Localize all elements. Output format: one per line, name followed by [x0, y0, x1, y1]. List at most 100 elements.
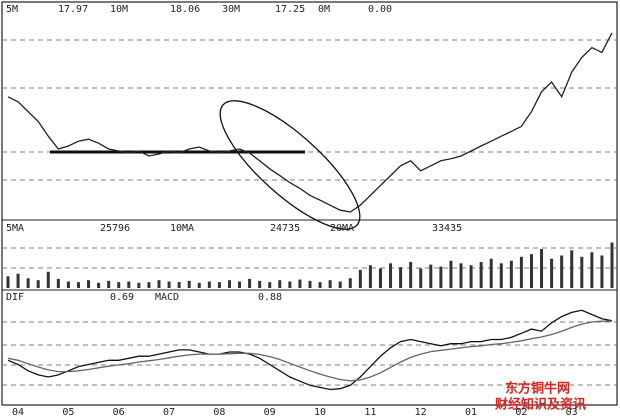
legend-name: MACD [155, 292, 179, 303]
frame [1, 1, 618, 406]
legend-value: 0.69 [110, 292, 134, 303]
x-tick-label: 02 [515, 407, 527, 418]
x-tick-label: 11 [364, 407, 376, 418]
legend-value: 17.97 [58, 4, 88, 15]
volume-bar [16, 273, 20, 288]
volume-bar [570, 250, 574, 288]
volume-bar [590, 252, 594, 288]
legend-name: 5M [6, 4, 18, 15]
data-line [7, 309, 613, 391]
volume-bar [509, 260, 513, 288]
volume-bar [409, 262, 413, 288]
volume-bar [308, 280, 312, 288]
legend-name: DIF [6, 292, 24, 303]
volume-bar [46, 271, 50, 288]
x-tick-label: 06 [113, 407, 125, 418]
legend-name: 5MA [6, 223, 24, 234]
legend-name: 20MA [330, 223, 354, 234]
volume-bar [439, 266, 443, 288]
volume-bar [97, 282, 101, 288]
highlight-ellipse [219, 100, 361, 230]
watermark-slogan: 财经知识及资讯 [495, 397, 586, 413]
volume-bar [117, 282, 121, 288]
volume-bar [449, 260, 453, 288]
volume-bar [36, 280, 40, 288]
volume-bar [580, 256, 584, 288]
volume-bar [348, 278, 352, 288]
legend-value: 33435 [432, 223, 462, 234]
volume-bar [328, 280, 332, 288]
legend-name: 30M [222, 4, 240, 15]
x-tick-label: 03 [566, 407, 578, 418]
volume-bar [610, 242, 614, 288]
volume-bar [278, 280, 282, 288]
volume-bar [197, 282, 201, 288]
volume-bar [217, 282, 221, 288]
volume-bar [368, 265, 372, 288]
x-tick-label: 09 [264, 407, 276, 418]
volume-bar [499, 263, 503, 288]
volume-bar [187, 280, 191, 288]
legend-value: 0.88 [258, 292, 282, 303]
grid [2, 39, 617, 386]
volume-bar [137, 282, 141, 288]
volume-bar [177, 282, 181, 288]
watermark-site: 东方铜牛网 [505, 381, 570, 397]
volume-bar [258, 280, 262, 288]
x-tick-label: 10 [314, 407, 326, 418]
volume-bar [268, 282, 272, 288]
volume-bar [600, 255, 604, 288]
volume-bar [127, 281, 131, 288]
volume-bar [540, 249, 544, 288]
x-tick-label: 12 [415, 407, 427, 418]
legend-value: 18.06 [170, 4, 200, 15]
volume-bar [6, 276, 10, 288]
volume-bar [318, 282, 322, 288]
volume-bar [298, 279, 302, 288]
volume-bar [227, 280, 231, 288]
volume-bar [107, 280, 111, 288]
volume-bar [248, 278, 252, 288]
volume-bar [459, 263, 463, 288]
x-tick-label: 07 [163, 407, 175, 418]
legend-value: 24735 [270, 223, 300, 234]
volume-bar [66, 281, 70, 288]
volume-bar [238, 281, 242, 288]
volume-bar [338, 281, 342, 288]
x-tick-label: 08 [213, 407, 225, 418]
volume-bar [56, 278, 60, 288]
volume-bar [419, 268, 423, 288]
volume-bar [519, 256, 523, 288]
volume-bar [389, 263, 393, 288]
legend-value: 0.00 [368, 4, 392, 15]
volume-bar [479, 262, 483, 288]
volume-bar [489, 258, 493, 288]
volume-bar [167, 281, 171, 288]
volume-bar [157, 280, 161, 288]
volume-bar [207, 281, 211, 288]
legend-value: 25796 [100, 223, 130, 234]
volume-bar [550, 258, 554, 288]
volume-bar [26, 278, 30, 288]
volume-bar [288, 281, 292, 288]
legend-value: 17.25 [275, 4, 305, 15]
volume-bar [529, 254, 533, 288]
volume-bar [147, 282, 151, 288]
volume-bar [378, 268, 382, 288]
volume-bar [469, 265, 473, 288]
volume-bar [87, 280, 91, 288]
data-line [7, 320, 612, 382]
volume-bar [399, 267, 403, 288]
volume-bar [358, 269, 362, 288]
legend-name: 10M [110, 4, 128, 15]
x-tick-label: 01 [465, 407, 477, 418]
volume-bar [560, 255, 564, 288]
volume-bar [429, 264, 433, 288]
legend-name: 0M [318, 4, 330, 15]
volume-bar [76, 282, 80, 288]
x-tick-label: 04 [12, 407, 24, 418]
legend-name: 10MA [170, 223, 194, 234]
x-tick-label: 05 [62, 407, 74, 418]
data-line [7, 32, 613, 213]
